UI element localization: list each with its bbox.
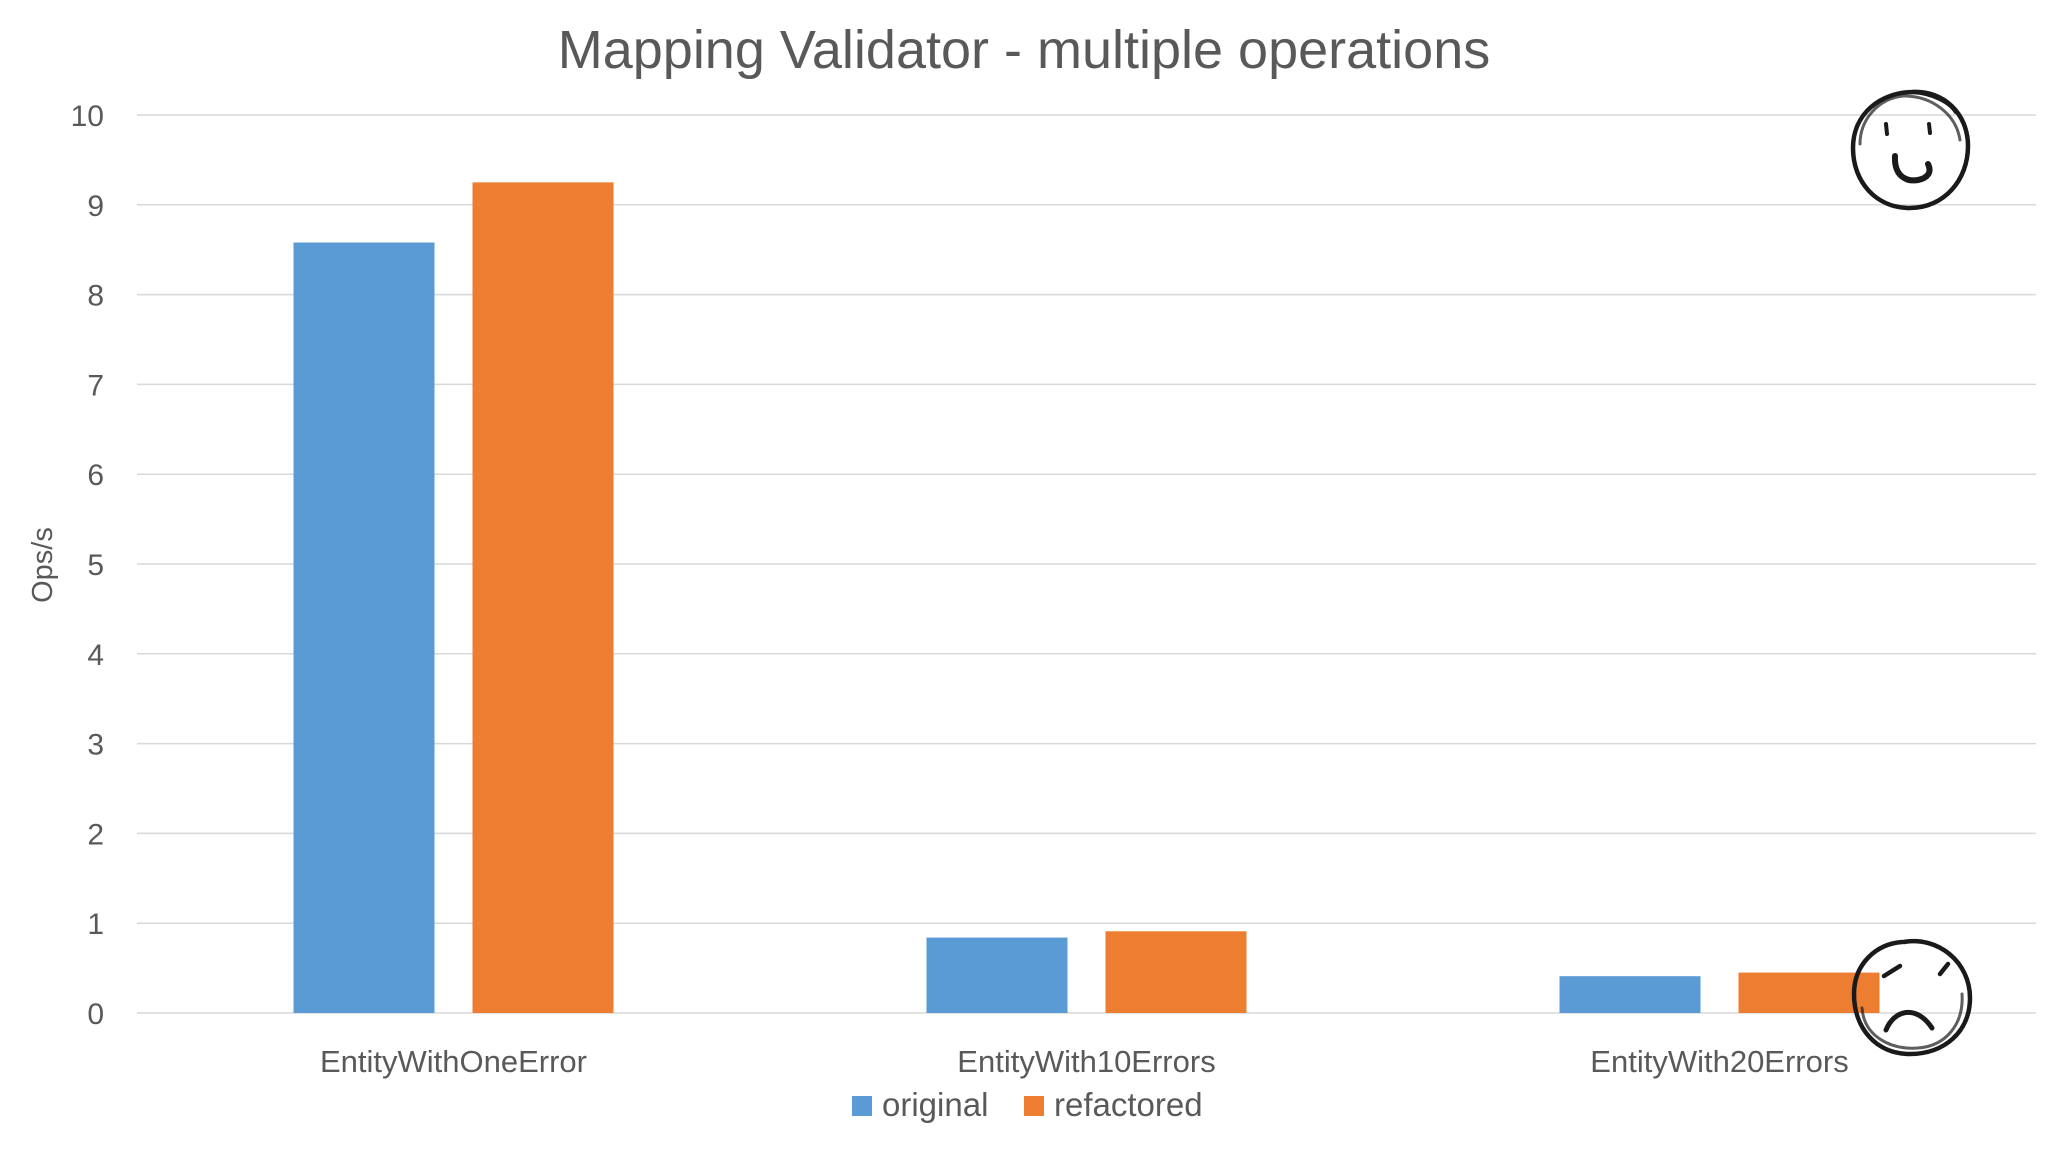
y-tick-label: 10 bbox=[71, 100, 104, 133]
gridlines bbox=[137, 114, 2036, 1014]
y-tick-label: 0 bbox=[87, 998, 104, 1031]
legend-swatch-original bbox=[852, 1096, 872, 1116]
y-tick-label: 6 bbox=[87, 459, 104, 492]
y-axis-label: Ops/s bbox=[27, 527, 59, 603]
y-tick-label: 5 bbox=[87, 549, 104, 582]
y-tick-label: 3 bbox=[87, 729, 104, 762]
bar-original bbox=[926, 937, 1068, 1013]
y-tick-label: 1 bbox=[87, 908, 104, 941]
legend-label-original: original bbox=[882, 1086, 988, 1123]
x-category-label: EntityWith20Errors bbox=[1590, 1044, 1848, 1079]
x-category-label: EntityWithOneError bbox=[320, 1044, 587, 1079]
legend-swatch-refactored bbox=[1024, 1096, 1044, 1116]
bars bbox=[293, 182, 1880, 1014]
y-tick-label: 8 bbox=[87, 280, 104, 313]
x-category-label: EntityWith10Errors bbox=[957, 1044, 1215, 1079]
bar-refactored bbox=[1738, 972, 1880, 1013]
y-axis-ticks: 0 1 2 3 4 5 6 7 8 9 10 bbox=[71, 100, 104, 1031]
bar-refactored bbox=[472, 182, 614, 1014]
legend-label-refactored: refactored bbox=[1054, 1086, 1203, 1123]
y-tick-label: 7 bbox=[87, 369, 104, 402]
legend: original refactored bbox=[852, 1086, 1203, 1123]
bar-original bbox=[1559, 976, 1701, 1013]
x-axis-categories: EntityWithOneError EntityWith10Errors Enti… bbox=[320, 1044, 1849, 1079]
y-tick-label: 2 bbox=[87, 818, 104, 851]
bar-refactored bbox=[1105, 931, 1247, 1013]
bar-original bbox=[293, 242, 435, 1014]
y-tick-label: 4 bbox=[87, 639, 104, 672]
y-tick-label: 9 bbox=[87, 190, 104, 223]
chart-title: Mapping Validator - multiple operations bbox=[558, 20, 1491, 80]
smiley-face-icon bbox=[1850, 89, 1971, 211]
frowning-face-icon bbox=[1851, 938, 1973, 1057]
